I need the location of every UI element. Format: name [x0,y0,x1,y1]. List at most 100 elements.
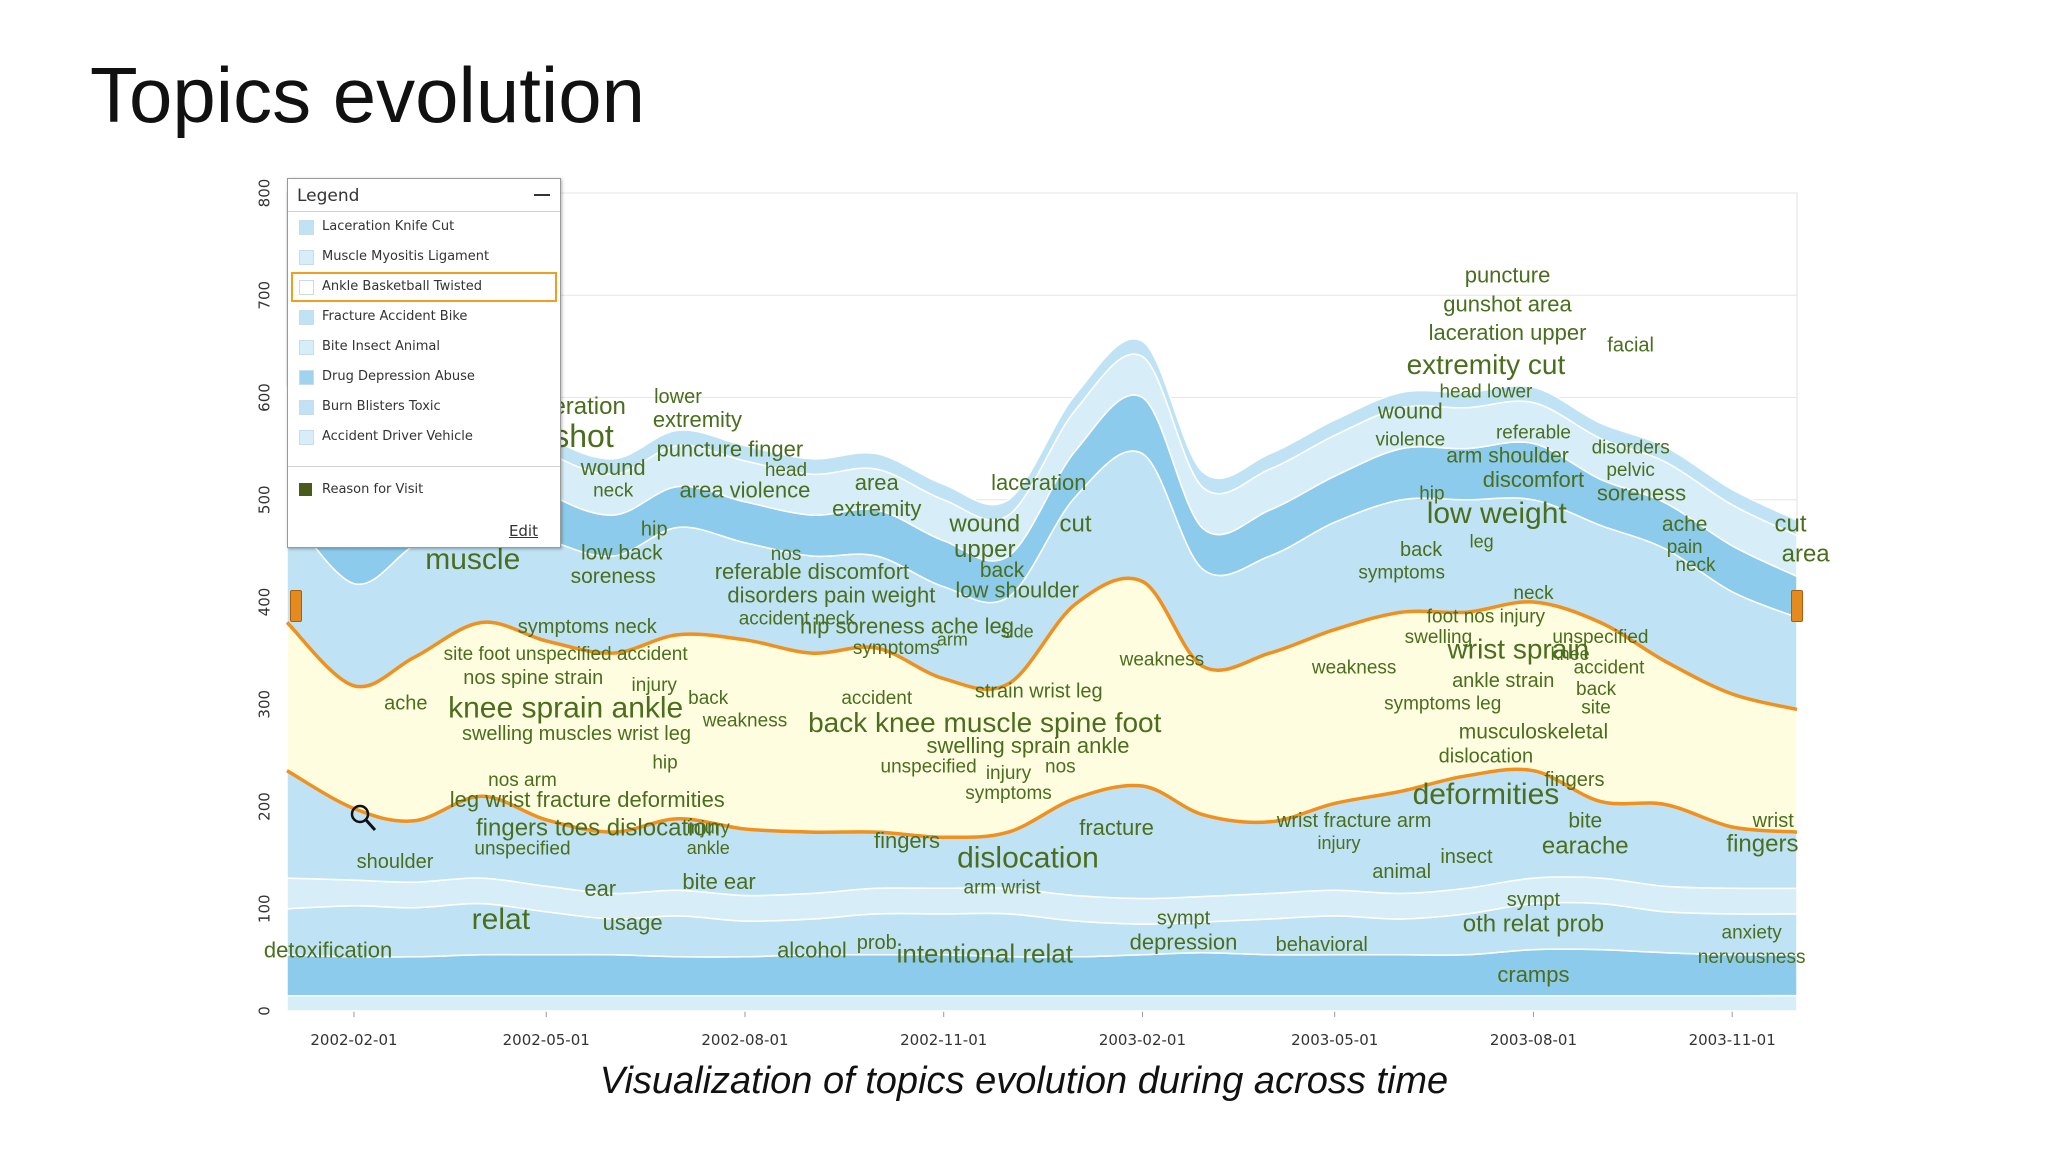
topic-word: back [1400,539,1443,561]
topic-word: lower [654,386,702,408]
legend-swatch [299,400,314,415]
x-tick-label: 2003-11-01 [1689,1031,1776,1049]
topic-word: low weight [1427,497,1568,530]
topic-word: gunshot area [1443,291,1572,316]
topic-word: ear [584,876,616,901]
topic-word: ache [1662,513,1708,536]
legend-swatch [299,483,312,496]
topic-word: neck [1675,555,1716,576]
legend-item-reason[interactable]: Reason for Visit [291,475,557,503]
y-tick-label: 0 [256,1006,274,1016]
topic-word: unspecified [1552,627,1648,648]
topic-word: hip soreness ache leg [800,613,1014,638]
topic-word: extremity [832,496,921,521]
legend-swatch [299,220,314,235]
topic-word: disorders [1592,438,1670,459]
x-tick-label: 2003-02-01 [1099,1031,1186,1049]
magnifier-icon [350,804,377,832]
legend-item[interactable]: Bite Insect Animal [291,332,557,362]
range-handle-left[interactable] [290,590,302,622]
stream-layer [286,994,1798,1012]
legend-item[interactable]: Accident Driver Vehicle [291,422,557,452]
topic-word: unspecified [881,757,977,778]
topic-word: hip [652,753,677,774]
topic-word: referable [1496,422,1571,443]
legend-divider [288,466,560,467]
x-tick-label: 2003-08-01 [1490,1031,1577,1049]
topic-word: wound [948,511,1020,538]
topic-word: unspecified [474,838,570,859]
topic-word: dislocation [957,842,1099,875]
y-tick-label: 100 [256,894,274,923]
topic-word: ache [384,693,427,715]
topic-word: leg wrist fracture deformities [450,787,725,812]
topic-word: site [1581,697,1611,718]
topic-word: neck [593,481,634,502]
topic-word: laceration [991,470,1086,495]
topic-word: cramps [1497,962,1569,987]
legend-item[interactable]: Burn Blisters Toxic [291,392,557,422]
topic-word: nos [771,544,802,565]
legend-item[interactable]: Fracture Accident Bike [291,302,557,332]
topic-word: musculoskeletal [1459,720,1608,743]
y-tick-label: 700 [256,281,274,310]
magnifier-lens [350,804,370,824]
topic-word: laceration upper [1429,320,1587,345]
topic-word: wound [1377,399,1443,424]
topic-word: anxiety [1722,922,1783,943]
topic-word: disorders pain weight [727,583,935,608]
legend-item-label: Ankle Basketball Twisted [322,279,482,294]
topic-word: muscle [425,543,520,576]
topic-word: soreness [1597,480,1686,505]
topic-word: weakness [1119,649,1205,670]
legend-item[interactable]: Ankle Basketball Twisted [291,272,557,302]
y-tick-label: 800 [256,179,274,208]
topic-word: fingers toes dislocation [476,814,720,841]
topic-word: soreness [571,565,656,588]
topic-word: sympt [1157,907,1211,929]
topic-word: extremity cut [1407,349,1566,380]
topic-word: neck [1513,583,1554,604]
topic-word: symptoms [853,638,940,659]
legend-item-label: Burn Blisters Toxic [322,399,441,414]
topic-word: head lower [1439,381,1533,402]
topic-word: symptoms neck [518,616,658,638]
legend-swatch [299,370,314,385]
topic-word: nervousness [1698,947,1806,968]
topic-word: bite [1568,809,1602,832]
topic-word: area [1782,540,1831,567]
topic-word: accident neck [739,608,856,629]
x-tick-label: 2002-08-01 [701,1031,788,1049]
legend-item[interactable]: Muscle Myositis Ligament [291,242,557,272]
slide-title: Topics evolution [90,51,645,139]
legend-item-label: Reason for Visit [322,482,424,497]
x-tick-label: 2002-05-01 [503,1031,590,1049]
topic-word: hip [1419,484,1444,505]
topic-word: side [1001,621,1034,641]
topic-word: swelling sprain ankle [926,733,1129,758]
topic-word: violence [1375,429,1445,450]
topic-word: leg [1470,531,1494,551]
legend-item-label: Laceration Knife Cut [322,219,455,234]
selected-layer-outline [285,576,1798,712]
topic-word: fingers [874,828,940,853]
topic-word: insect [1440,846,1493,868]
range-handle-right[interactable] [1791,590,1803,622]
legend-item[interactable]: Laceration Knife Cut [291,212,557,242]
legend-item-label: Accident Driver Vehicle [322,429,473,444]
topic-word: hip [641,519,668,541]
topic-word: back [980,559,1025,582]
topic-word: back [1576,679,1617,700]
minimize-icon[interactable] [534,194,550,196]
topic-word: arm [937,630,968,650]
y-tick-label: 400 [256,588,274,617]
topic-word: weakness [702,711,788,732]
legend-edit-link[interactable]: Edit [508,522,538,540]
topic-word: wrist [1752,810,1795,832]
topic-word: puncture [1465,263,1551,288]
topic-word: low shoulder [955,578,1079,603]
legend-item[interactable]: Drug Depression Abuse [291,362,557,392]
topic-word: symptoms [1358,562,1445,583]
x-tick-label: 2003-05-01 [1291,1031,1378,1049]
legend-swatch [299,430,314,445]
